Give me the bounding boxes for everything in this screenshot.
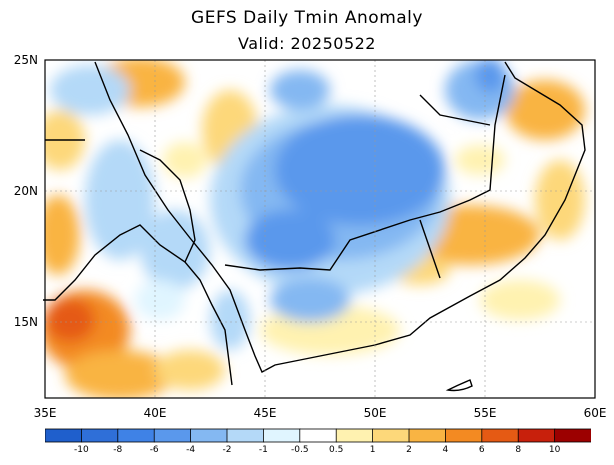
lon-label: 35E bbox=[33, 406, 57, 420]
lon-label: 60E bbox=[583, 406, 607, 420]
colorbar-swatch bbox=[81, 428, 119, 443]
colorbar-swatch bbox=[262, 428, 301, 443]
colorbar-tick-label: 4 bbox=[442, 445, 449, 455]
lon-label: 40E bbox=[143, 406, 167, 420]
colorbar-swatch bbox=[408, 428, 447, 443]
colorbar-tick-label: 2 bbox=[406, 445, 412, 455]
colorbar-tick-label: -1 bbox=[258, 445, 268, 455]
colorbar-swatch bbox=[335, 428, 374, 443]
colorbar-tick-label: 1 bbox=[369, 445, 376, 455]
colorbar-tick-label: 0.5 bbox=[329, 445, 344, 455]
valid-date: Valid: 20250522 bbox=[238, 34, 376, 53]
colorbar-swatch bbox=[190, 428, 228, 443]
colorbar-tick-label: -8 bbox=[113, 445, 123, 455]
colorbar-tick-label: -4 bbox=[186, 445, 196, 455]
coastlines bbox=[43, 61, 586, 392]
colorbar-swatch bbox=[45, 428, 83, 443]
lat-label: 25N bbox=[13, 53, 38, 67]
colorbar-swatch bbox=[117, 428, 156, 443]
colorbar bbox=[45, 428, 591, 443]
lon-label: 50E bbox=[363, 406, 387, 420]
colorbar-swatch bbox=[299, 428, 338, 443]
colorbar-swatch bbox=[554, 428, 591, 443]
colorbar-tick-label: 8 bbox=[515, 445, 522, 455]
colorbar-swatch bbox=[481, 428, 520, 443]
lat-label: 20N bbox=[13, 184, 38, 198]
colorbar-tick-label: -0.5 bbox=[291, 445, 309, 455]
graticule bbox=[45, 60, 595, 398]
colorbar-tick-label: 10 bbox=[548, 445, 561, 455]
lat-label: 15N bbox=[13, 315, 38, 329]
anomaly-field bbox=[45, 60, 595, 398]
map-title: GEFS Daily Tmin Anomaly bbox=[191, 8, 423, 28]
lon-label: 55E bbox=[473, 406, 497, 420]
lon-label: 45E bbox=[253, 406, 277, 420]
map-frame bbox=[44, 59, 596, 399]
colorbar-tick-label: -6 bbox=[149, 445, 159, 455]
colorbar-swatch bbox=[226, 428, 265, 443]
colorbar-tick-label: -10 bbox=[74, 445, 89, 455]
colorbar-swatch bbox=[372, 428, 410, 443]
colorbar-swatch bbox=[153, 428, 192, 443]
colorbar-swatch bbox=[444, 428, 483, 443]
colorbar-tick-label: 6 bbox=[478, 445, 485, 455]
colorbar-swatch bbox=[517, 428, 556, 443]
colorbar-tick-label: -2 bbox=[222, 445, 232, 455]
